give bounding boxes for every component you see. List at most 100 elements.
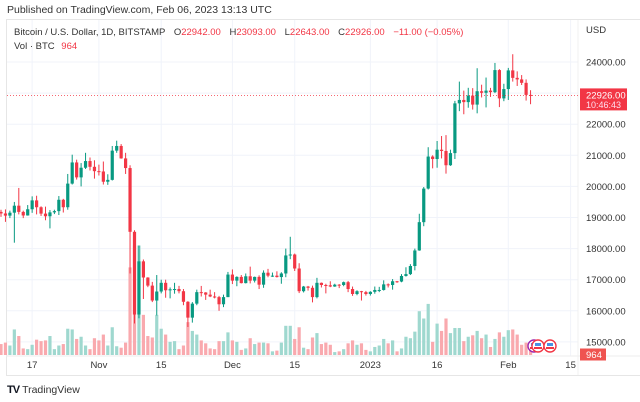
candle-body <box>186 301 190 318</box>
ohlc-row: Bitcoin / U.S. Dollar, 1D, BITSTAMP O229… <box>14 26 463 40</box>
candle-body <box>426 156 430 189</box>
flag-canton-icon <box>535 343 541 346</box>
candle-body <box>279 273 283 278</box>
candle-body <box>17 205 21 212</box>
flag-canton-icon <box>547 343 553 346</box>
volume-bar <box>230 340 234 355</box>
y-tick-label: 22000.00 <box>586 120 626 131</box>
candle-body <box>208 294 212 297</box>
volume-bar <box>524 342 528 355</box>
candle-body <box>3 213 8 216</box>
volume-bar <box>186 322 190 355</box>
candle-body <box>439 149 444 151</box>
volume-bar <box>253 344 257 355</box>
candle-body <box>190 303 194 318</box>
volume-bar <box>70 329 74 355</box>
candle-body <box>466 95 470 103</box>
candle-body <box>475 91 479 105</box>
candle-body <box>119 145 123 159</box>
volume-value: 964 <box>61 41 78 52</box>
candle-body <box>364 292 368 295</box>
candle-body <box>342 282 346 285</box>
countdown-label: 10:46:43 <box>586 100 621 110</box>
price-chart[interactable]: 24000.00 22000.00 21000.00 20000.00 19000.00… <box>0 0 640 380</box>
volume-bar <box>439 330 444 355</box>
volume-bar <box>386 343 390 355</box>
candle-body <box>462 99 466 103</box>
low-value: 22643.00 <box>289 27 330 38</box>
volume-bar <box>39 341 43 355</box>
volume-bar <box>146 336 150 355</box>
published-caption: Published on TradingView.com, Feb 06, 20… <box>7 4 272 16</box>
y-tick-label: 19000.00 <box>586 213 626 224</box>
x-tick-label: 15 <box>565 360 576 371</box>
volume-bar <box>337 351 341 355</box>
volume-bar <box>190 330 194 355</box>
candle-body <box>315 282 319 298</box>
candle-body <box>488 90 493 93</box>
symbol-title[interactable]: Bitcoin / U.S. Dollar, 1D, BITSTAMP <box>14 27 166 38</box>
volume-bar <box>355 344 359 355</box>
last-volume-badge <box>580 348 606 361</box>
volume-bar <box>350 340 355 355</box>
candle-body <box>293 254 297 269</box>
volume-bar <box>35 339 39 355</box>
candle-body <box>444 150 448 166</box>
candle-body <box>453 103 457 154</box>
volume-bar <box>448 333 453 355</box>
volume-bar <box>150 337 154 355</box>
volume-bar <box>324 342 328 355</box>
candle-body <box>506 70 510 90</box>
volume-bar <box>159 328 163 355</box>
candle-body <box>137 261 141 315</box>
volume-bar <box>61 344 65 355</box>
candle-body <box>284 255 288 274</box>
candle-body <box>422 188 426 223</box>
x-tick-label: Nov <box>90 360 107 371</box>
x-tick-label: 16 <box>432 360 443 371</box>
candle-body <box>235 276 239 281</box>
volume-bar <box>43 340 48 355</box>
candle-body <box>413 250 417 267</box>
volume-bar <box>48 336 52 355</box>
chart-frame[interactable] <box>6 19 640 376</box>
candle-body <box>346 282 350 290</box>
candle-body <box>324 284 328 286</box>
volume-bar <box>177 349 181 355</box>
volume-bar <box>208 348 212 355</box>
candle-body <box>377 289 381 291</box>
volume-bar <box>511 329 515 355</box>
volume-bar <box>57 345 61 355</box>
candle-body <box>391 281 395 285</box>
candle-body <box>261 272 266 285</box>
flag-stripe-icon <box>534 347 542 349</box>
candle-body <box>359 291 364 293</box>
x-tick-label: 17 <box>27 360 38 371</box>
tradingview-logo[interactable]: TV TradingView <box>7 384 80 396</box>
candle-body <box>319 282 323 285</box>
candle-body <box>408 266 412 275</box>
candle-body <box>502 89 506 99</box>
candle-body <box>159 282 163 292</box>
volume-bar <box>21 348 25 355</box>
volume-bar <box>106 345 110 355</box>
volume-bar <box>79 336 83 355</box>
volume-bar <box>26 349 30 355</box>
volume-bar <box>297 327 301 355</box>
volume-bar <box>226 332 230 355</box>
candle-body <box>493 70 497 93</box>
volume-bar <box>88 349 92 355</box>
candle-body <box>195 292 199 304</box>
x-tick-label: 2023 <box>360 360 381 371</box>
candle-body <box>97 171 101 173</box>
candle-body <box>373 289 377 292</box>
volume-bar <box>83 345 88 355</box>
candle-body <box>132 231 137 315</box>
x-tick-label: 15 <box>289 360 300 371</box>
y-tick-label: 17000.00 <box>586 275 626 286</box>
candle-body <box>511 70 515 78</box>
volume-bar <box>181 345 186 355</box>
volume-bar <box>520 344 524 355</box>
volume-bar <box>368 351 372 355</box>
candle-body <box>12 205 16 213</box>
